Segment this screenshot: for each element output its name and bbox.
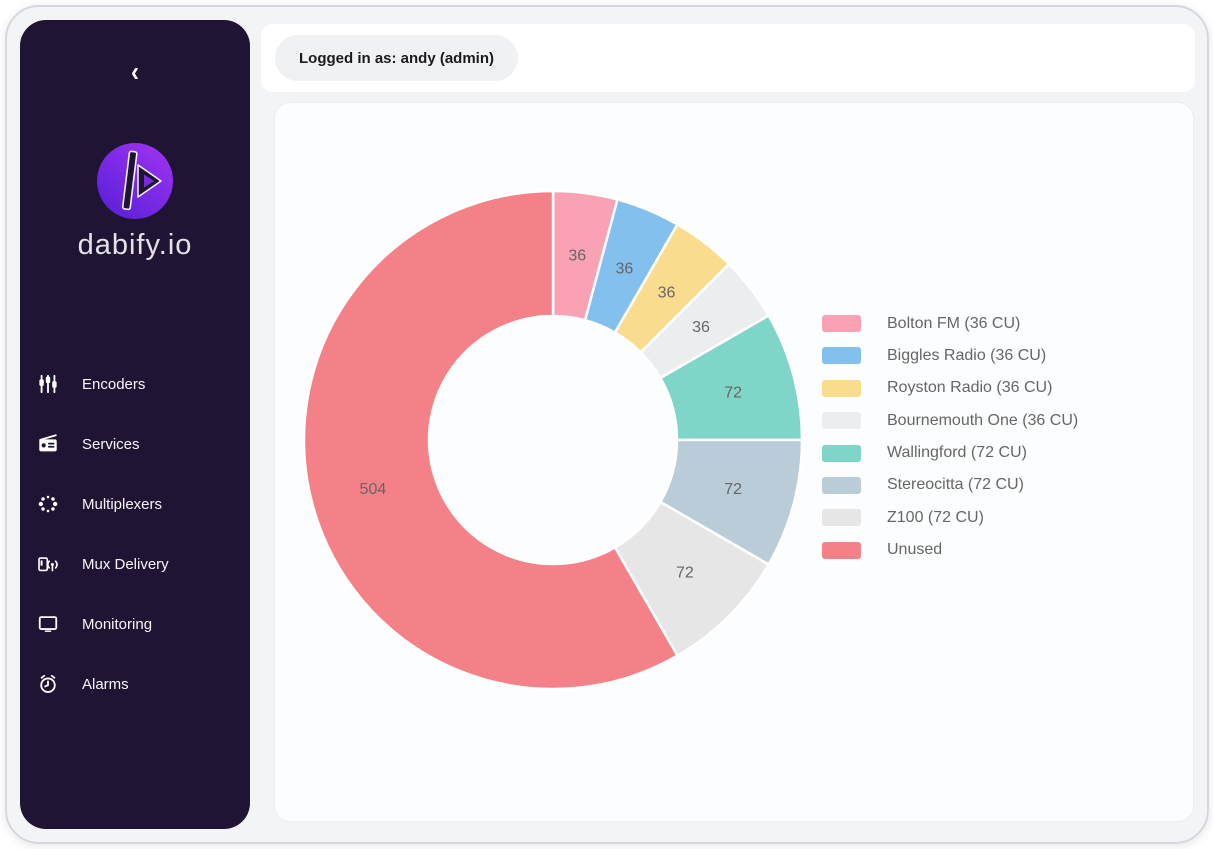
donut-value-label: 36: [568, 248, 586, 265]
donut-value-label: 72: [724, 384, 742, 401]
legend-swatch: [822, 541, 861, 559]
legend-item[interactable]: Bolton FM (36 CU): [822, 315, 1078, 332]
sidebar-item-encoders[interactable]: Encoders: [20, 354, 250, 414]
sidebar-item-label: Services: [82, 435, 140, 453]
legend-swatch: [822, 315, 861, 332]
sidebar-item-label: Monitoring: [82, 615, 153, 633]
monitor-icon: [37, 613, 59, 635]
legend-swatch: [822, 509, 861, 527]
legend-item[interactable]: Biggles Radio (36 CU): [822, 346, 1078, 365]
sidebar-item-label: Encoders: [82, 375, 146, 393]
broadcast-icon: [37, 553, 59, 575]
legend-item[interactable]: Unused: [822, 541, 1078, 559]
legend-label: Biggles Radio (36 CU): [887, 346, 1047, 364]
donut-value-label: 36: [658, 285, 676, 302]
legend-swatch: [822, 476, 861, 494]
equalizer-icon: [37, 373, 59, 395]
legend-label: Z100 (72 CU): [887, 508, 984, 526]
capacity-donut-chart[interactable]: 36 36 36 36 72 72 72 504: [303, 190, 803, 690]
legend-label: Wallingford (72 CU): [887, 444, 1027, 462]
brand-name: dabify.io: [77, 229, 193, 261]
donut-value-label: 504: [360, 481, 387, 498]
legend-item[interactable]: Royston Radio (36 CU): [822, 379, 1078, 397]
donut-value-label: 36: [616, 260, 634, 277]
legend-label: Unused: [887, 541, 943, 559]
legend-item[interactable]: Stereocitta (72 CU): [822, 476, 1078, 494]
brand: dabify.io: [20, 142, 250, 262]
chevron-left-icon: ‹: [131, 56, 139, 88]
donut-segment[interactable]: [303, 190, 679, 690]
legend-label: Stereocitta (72 CU): [887, 476, 1024, 494]
legend-item[interactable]: Bournemouth One (36 CU): [822, 411, 1079, 430]
legend-swatch: [822, 347, 861, 365]
logged-in-badge: Logged in as: andy (admin): [275, 35, 519, 81]
legend-item[interactable]: Wallingford (72 CU): [822, 444, 1078, 462]
dabify-logo-icon: [97, 143, 173, 219]
sidebar-item-label: Multiplexers: [82, 495, 163, 513]
chart-legend: Bolton FM (36 CU) Biggles Radio (36 CU) …: [822, 315, 1078, 574]
sidebar-item-mux-delivery[interactable]: Mux Delivery: [20, 534, 250, 594]
sidebar-item-multiplexers[interactable]: Multiplexers: [20, 474, 250, 534]
app-window: ‹ dabify.io: [5, 5, 1209, 844]
legend-label: Royston Radio (36 CU): [887, 379, 1053, 397]
legend-swatch: [822, 379, 861, 397]
legend-swatch: [822, 444, 861, 462]
donut-value-label: 72: [724, 481, 742, 498]
header-bar: Logged in as: andy (admin): [261, 24, 1195, 92]
sidebar-item-label: Alarms: [82, 675, 129, 693]
sidebar-nav: Encoders Services: [20, 354, 250, 714]
donut-value-label: 36: [692, 319, 710, 336]
sidebar-item-monitoring[interactable]: Monitoring: [20, 594, 250, 654]
sidebar-item-services[interactable]: Services: [20, 414, 250, 474]
legend-label: Bournemouth One (36 CU): [887, 411, 1079, 429]
sidebar-item-alarms[interactable]: Alarms: [20, 654, 250, 714]
legend-item[interactable]: Z100 (72 CU): [822, 508, 1078, 527]
multiplexer-icon: [37, 493, 59, 515]
collapse-sidebar-button[interactable]: ‹: [118, 58, 152, 88]
donut-value-label: 72: [676, 565, 694, 582]
legend-swatch: [822, 412, 861, 430]
alarm-clock-icon: [37, 673, 59, 695]
legend-label: Bolton FM (36 CU): [887, 314, 1021, 332]
radio-icon: [37, 433, 59, 455]
sidebar: ‹ dabify.io: [20, 20, 250, 829]
chart-card: 36 36 36 36 72 72 72 504 Bolton FM (36 CU) Bigg…: [274, 102, 1194, 822]
sidebar-item-label: Mux Delivery: [82, 555, 169, 573]
